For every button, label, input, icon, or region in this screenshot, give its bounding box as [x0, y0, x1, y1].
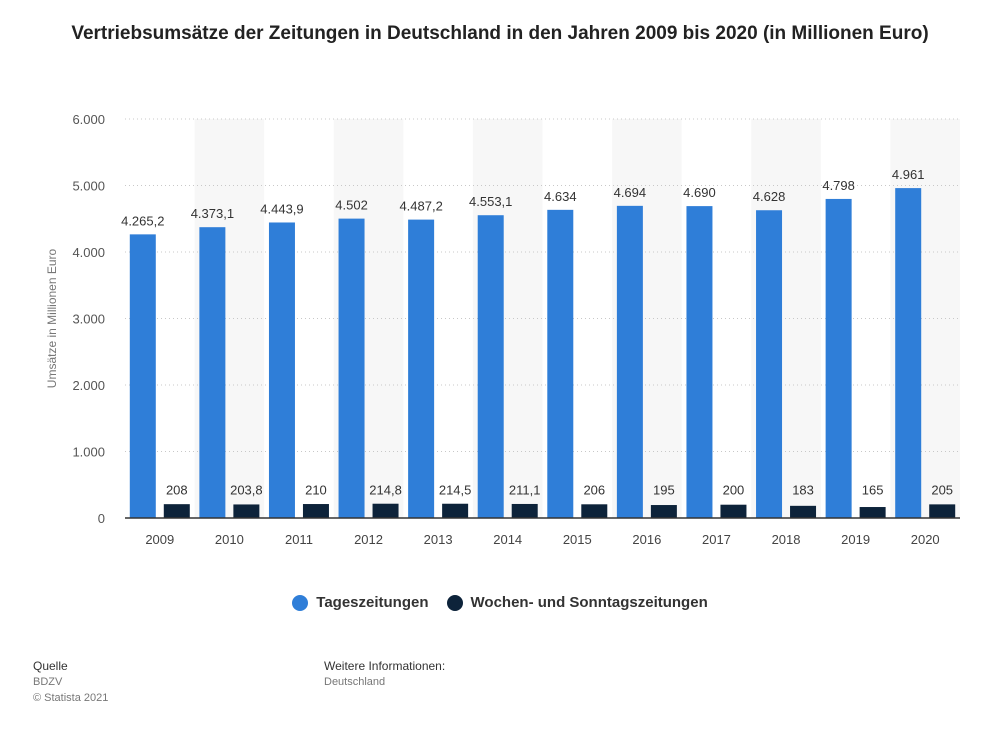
bar-wochen-sonntagszeitungen [302, 504, 329, 518]
x-tick-label: 2015 [563, 532, 592, 547]
bar-tageszeitungen [686, 206, 713, 519]
x-tick-label: 2016 [632, 532, 661, 547]
data-label-tageszeitungen: 4.694 [614, 185, 647, 200]
info-block: Weitere Informationen: Deutschland [324, 658, 445, 690]
legend-label-tageszeitungen: Tageszeitungen [316, 594, 429, 611]
data-label-tageszeitungen: 4.628 [753, 189, 786, 204]
bar-tageszeitungen [756, 210, 783, 518]
bar-tageszeitungen [477, 215, 504, 518]
bar-tageszeitungen [616, 205, 643, 518]
legend-label-wochen-sonntagszeitungen: Wochen- und Sonntagszeitungen [470, 594, 708, 611]
data-label-tageszeitungen: 4.487,2 [399, 199, 442, 214]
bar-wochen-sonntagszeitungen [790, 505, 817, 518]
data-label-tageszeitungen: 4.553,1 [469, 194, 512, 209]
x-tick-label: 2019 [841, 532, 870, 547]
bar-tageszeitungen [268, 222, 295, 518]
data-label-wochen-sonntagszeitungen: 208 [166, 483, 188, 498]
bar-tageszeitungen [408, 219, 435, 518]
x-tick-label: 2014 [493, 532, 522, 547]
y-tick-label: 6.000 [72, 112, 105, 127]
bar-wochen-sonntagszeitungen [720, 504, 747, 518]
data-label-wochen-sonntagszeitungen: 200 [723, 483, 745, 498]
bar-wochen-sonntagszeitungen [859, 507, 886, 518]
bar-wochen-sonntagszeitungen [372, 503, 399, 518]
x-tick-label: 2018 [772, 532, 801, 547]
data-label-wochen-sonntagszeitungen: 211,1 [509, 483, 541, 498]
y-axis-title: Umsätze in Millionen Euro [45, 248, 59, 388]
source-name: BDZV [33, 676, 63, 688]
x-tick-label: 2009 [145, 532, 174, 547]
chart-legend: Tageszeitungen Wochen- und Sonntagszeitu… [0, 594, 1000, 611]
source-copyright: © Statista 2021 [33, 692, 109, 704]
x-tick-label: 2017 [702, 532, 731, 547]
y-tick-label: 3.000 [72, 312, 105, 327]
x-tick-label: 2011 [285, 532, 313, 547]
bar-tageszeitungen [338, 218, 365, 518]
data-label-tageszeitungen: 4.961 [892, 167, 925, 182]
bar-wochen-sonntagszeitungen [233, 504, 260, 518]
legend-item-wochen-sonntagszeitungen[interactable]: Wochen- und Sonntagszeitungen [446, 594, 708, 611]
bar-wochen-sonntagszeitungen [442, 503, 469, 518]
info-region: Deutschland [324, 676, 386, 688]
chart-title: Vertriebsumsätze der Zeitungen in Deutsc… [71, 23, 929, 44]
data-label-wochen-sonntagszeitungen: 165 [862, 483, 884, 498]
bar-tageszeitungen [895, 188, 922, 518]
bar-wochen-sonntagszeitungen [581, 504, 608, 518]
bar-wochen-sonntagszeitungen [511, 503, 538, 518]
y-tick-label: 5.000 [72, 179, 105, 194]
bar-tageszeitungen [129, 234, 156, 518]
data-label-wochen-sonntagszeitungen: 206 [583, 483, 605, 498]
legend-item-tageszeitungen[interactable]: Tageszeitungen [292, 594, 429, 611]
y-tick-label: 1.000 [72, 445, 105, 460]
x-tick-label: 2010 [215, 532, 244, 547]
bar-tageszeitungen [199, 227, 226, 518]
bar-wochen-sonntagszeitungen [650, 505, 677, 518]
info-heading: Weitere Informationen: [324, 659, 446, 673]
data-label-tageszeitungen: 4.443,9 [260, 201, 303, 216]
x-tick-label: 2012 [354, 532, 383, 547]
data-label-wochen-sonntagszeitungen: 183 [792, 483, 814, 498]
x-tick-label: 2013 [424, 532, 453, 547]
y-tick-label: 0 [98, 511, 105, 526]
data-label-tageszeitungen: 4.502 [335, 198, 368, 213]
y-tick-label: 4.000 [72, 245, 105, 260]
legend-marker-wochen-sonntagszeitungen [446, 594, 463, 611]
data-label-wochen-sonntagszeitungen: 205 [931, 483, 953, 498]
bar-tageszeitungen [825, 198, 852, 519]
data-label-tageszeitungen: 4.798 [822, 178, 855, 193]
data-label-tageszeitungen: 4.373,1 [191, 206, 234, 221]
data-label-wochen-sonntagszeitungen: 214,5 [439, 483, 472, 498]
data-label-tageszeitungen: 4.690 [683, 185, 716, 200]
source-block: Quelle BDZV © Statista 2021 [33, 658, 108, 706]
data-label-tageszeitungen: 4.265,2 [121, 213, 164, 228]
data-label-wochen-sonntagszeitungen: 195 [653, 483, 675, 498]
x-tick-label: 2020 [911, 532, 940, 547]
legend-marker-tageszeitungen [292, 594, 309, 611]
bar-wochen-sonntagszeitungen [163, 504, 190, 518]
data-label-tageszeitungen: 4.634 [544, 189, 577, 204]
y-tick-label: 2.000 [72, 378, 105, 393]
source-heading: Quelle [33, 659, 68, 673]
bar-tageszeitungen [547, 209, 574, 519]
bar-wochen-sonntagszeitungen [929, 504, 956, 518]
data-label-wochen-sonntagszeitungen: 214,8 [369, 483, 402, 498]
data-label-wochen-sonntagszeitungen: 203,8 [230, 483, 263, 498]
data-label-wochen-sonntagszeitungen: 210 [305, 483, 327, 498]
